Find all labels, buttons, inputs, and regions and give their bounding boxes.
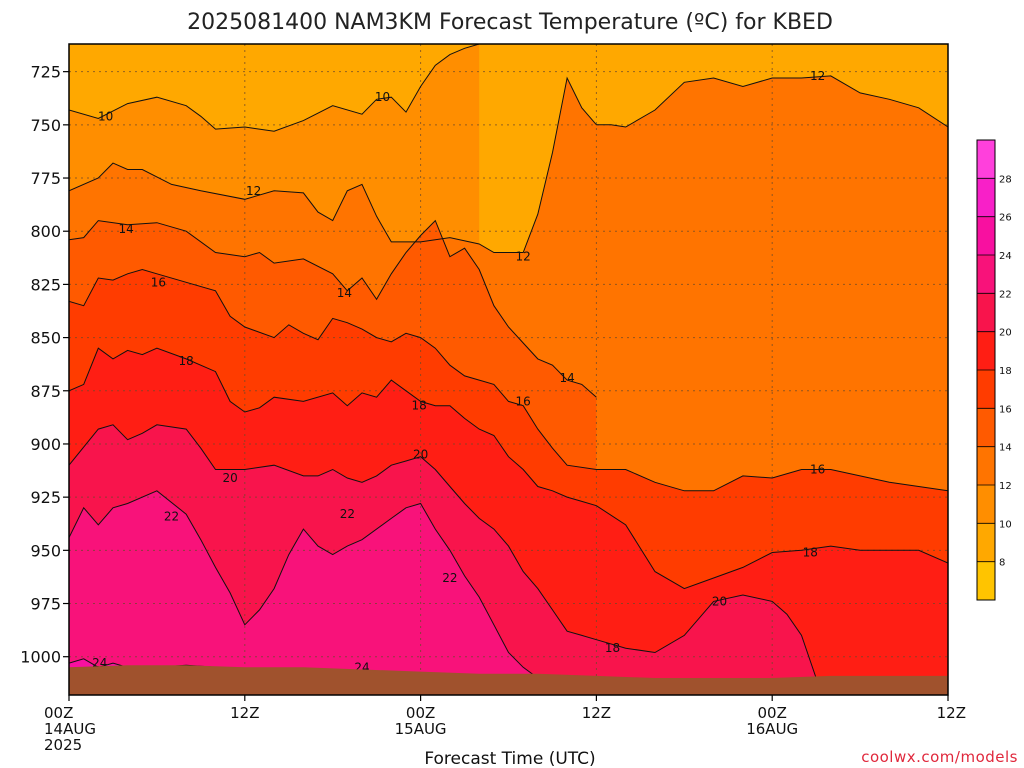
- y-tick-label-800: 800: [30, 222, 61, 241]
- y-tick-label-950: 950: [30, 541, 61, 560]
- colorbar-label-20: 20: [999, 328, 1012, 339]
- y-tick-label-925: 925: [30, 488, 61, 507]
- band-above-22: [69, 490, 538, 695]
- colorbar-label-26: 26: [999, 213, 1012, 224]
- colorbar-swatch-8: [977, 255, 995, 294]
- contour-label-10: 10: [375, 90, 390, 104]
- contour-line-12: [69, 75, 948, 253]
- contour-label-18: 18: [605, 641, 620, 655]
- plot-area: 10 10 12 12 12 14 14 14 16 16 16 18 18 18 18 20 20 20 22 22…: [69, 44, 948, 695]
- contour-label-14: 14: [559, 371, 574, 385]
- contour-label-12: 12: [516, 250, 531, 264]
- plot-frame: [68, 43, 949, 696]
- colorbar-label-8: 8: [999, 558, 1005, 569]
- contour-lines: [69, 44, 948, 679]
- contour-label-16: 16: [516, 394, 531, 408]
- colorbar-swatch-6: [977, 331, 995, 370]
- contour-label-18: 18: [179, 354, 194, 368]
- contour-label-20: 20: [223, 471, 238, 485]
- x-tick-label-12-0: 12Z: [230, 704, 259, 722]
- temperature-bands: [69, 44, 948, 695]
- x-tick-label-60-0: 12Z: [937, 704, 966, 722]
- contour-line-10: [69, 44, 480, 132]
- x-tick-label-36-0: 12Z: [582, 704, 611, 722]
- y-tick-label-725: 725: [30, 63, 61, 82]
- colorbar-swatch-10: [977, 178, 995, 217]
- contour-label-18: 18: [803, 545, 818, 559]
- contour-line-22: [69, 490, 539, 679]
- chart-title: 2025081400 NAM3KM Forecast Temperature (…: [187, 10, 833, 35]
- x-axis-label: Forecast Time (UTC): [424, 749, 595, 768]
- contour-line-14: [69, 219, 597, 398]
- x-tick-label-0-2: 2025: [44, 736, 82, 754]
- contour-label-12: 12: [246, 184, 261, 198]
- contour-line-20: [69, 424, 817, 679]
- contour-label-14: 14: [118, 222, 133, 236]
- credit-text: coolwx.com/models: [861, 748, 1018, 766]
- contour-label-20: 20: [413, 448, 428, 462]
- colorbar-swatch-0: [977, 561, 995, 600]
- colorbar-label-14: 14: [999, 443, 1012, 454]
- y-tick-label-875: 875: [30, 382, 61, 401]
- contour-label-16: 16: [810, 462, 825, 476]
- colorbar-label-24: 24: [999, 251, 1012, 262]
- y-tick-label-900: 900: [30, 435, 61, 454]
- y-tick-label-850: 850: [30, 329, 61, 348]
- colorbar-swatch-11: [977, 140, 995, 179]
- contour-label-10: 10: [98, 109, 113, 123]
- x-tick-label-24-0: 00Z: [406, 704, 435, 722]
- y-tick-label-775: 775: [30, 169, 61, 188]
- contour-label-18: 18: [411, 399, 426, 413]
- y-tick-label-1000: 1000: [20, 648, 61, 667]
- contour-label-14: 14: [337, 286, 352, 300]
- colorbar-swatch-1: [977, 523, 995, 562]
- y-tick-label-825: 825: [30, 275, 61, 294]
- colorbar: 8 10 12 14 16 18 20 22 24 26 28: [976, 139, 1012, 601]
- x-tick-label-48-0: 00Z: [758, 704, 787, 722]
- terrain-surface: [69, 665, 948, 695]
- contour-label-12: 12: [810, 69, 825, 83]
- contour-line-18: [69, 347, 948, 590]
- colorbar-swatch-9: [977, 216, 995, 255]
- y-axis: 725 750 775 800 825 850 875 900 925 950 975 1000: [20, 63, 69, 667]
- contour-label-22: 22: [340, 507, 355, 521]
- y-tick-label-750: 750: [30, 116, 61, 135]
- colorbar-swatch-2: [977, 485, 995, 524]
- x-tick-label-0-1: 14AUG: [44, 720, 96, 738]
- colorbar-swatch-5: [977, 370, 995, 409]
- x-tick-label-24-1: 15AUG: [395, 720, 447, 738]
- colorbar-label-28: 28: [999, 174, 1012, 185]
- contour-label-16: 16: [151, 275, 166, 289]
- contour-line-16: [69, 268, 948, 492]
- colorbar-label-22: 22: [999, 289, 1012, 300]
- colorbar-swatch-3: [977, 446, 995, 485]
- colorbar-label-18: 18: [999, 366, 1012, 377]
- contour-label-20: 20: [712, 594, 727, 608]
- colorbar-label-10: 10: [999, 519, 1012, 530]
- colorbar-label-16: 16: [999, 404, 1012, 415]
- x-tick-label-48-1: 16AUG: [746, 720, 798, 738]
- x-tick-label-0-0: 00Z: [44, 704, 73, 722]
- colorbar-label-12: 12: [999, 481, 1012, 492]
- contour-label-22: 22: [164, 509, 179, 523]
- colorbar-swatch-7: [977, 293, 995, 332]
- colorbar-swatch-4: [977, 408, 995, 447]
- contour-label-22: 22: [442, 571, 457, 585]
- y-tick-label-975: 975: [30, 595, 61, 614]
